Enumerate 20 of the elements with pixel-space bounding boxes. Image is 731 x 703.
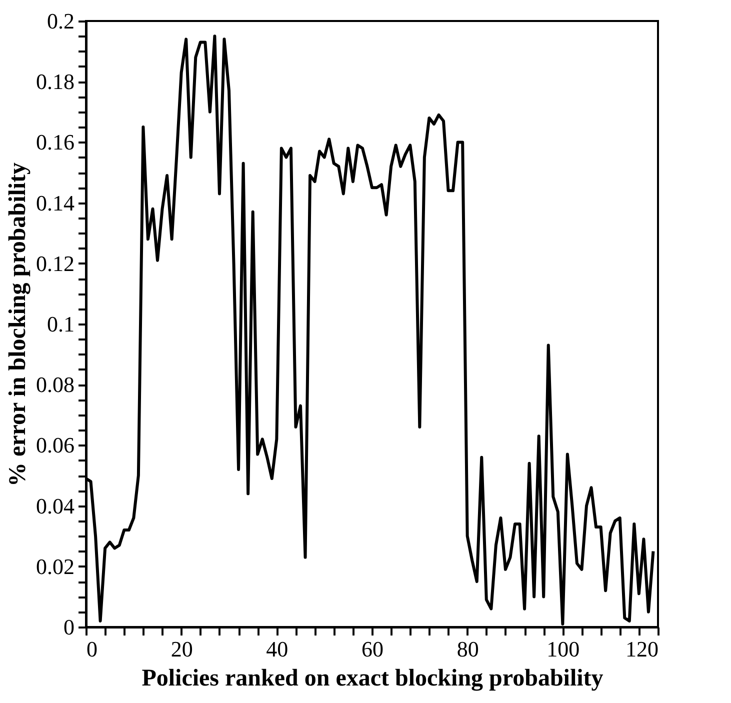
x-tick-label: 0 — [86, 636, 98, 662]
y-tick-label: 0.08 — [36, 372, 74, 398]
x-tick-label: 80 — [456, 636, 479, 662]
x-tick-label: 120 — [626, 636, 658, 662]
x-axis-title: Policies ranked on exact blocking probability — [142, 666, 604, 692]
y-tick-label: 0.04 — [36, 493, 74, 518]
y-tick-label: 0.14 — [36, 190, 74, 216]
y-tick-label: 0.1 — [47, 312, 74, 336]
y-tick-label: 0 — [64, 614, 74, 640]
x-tick-label: 20 — [170, 636, 193, 662]
y-tick-label: 0.02 — [36, 554, 74, 579]
y-axis-title: % error in blocking probability — [5, 162, 31, 487]
y-tick-label: 0.16 — [36, 130, 74, 155]
y-tick-label: 0.12 — [36, 250, 74, 276]
x-tick-label: 100 — [546, 636, 580, 662]
y-tick-label: 0.2 — [47, 8, 74, 34]
y-tick-label: 0.06 — [36, 432, 74, 458]
y-tick-label: 0.18 — [36, 69, 74, 94]
x-tick-label: 60 — [362, 636, 384, 662]
x-tick-label: 40 — [266, 636, 288, 662]
